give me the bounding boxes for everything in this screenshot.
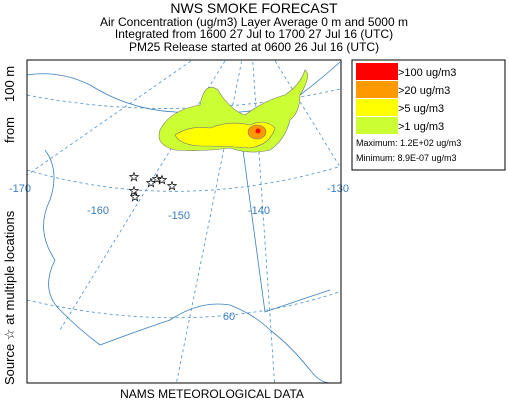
legend-label: >100 ug/m3 xyxy=(398,67,456,79)
longitude-label: -150 xyxy=(168,210,190,222)
legend-label: >20 ug/m3 xyxy=(398,85,450,97)
longitude-label: -170 xyxy=(9,183,31,195)
height-label: 100 m xyxy=(2,66,17,102)
longitude-label: -130 xyxy=(327,183,349,195)
graticule xyxy=(59,60,226,331)
subtitle: Air Concentration (ug/m3) Layer Average … xyxy=(100,15,408,29)
longitude-label: -160 xyxy=(87,205,109,217)
longitude-label: -140 xyxy=(248,205,270,217)
maximum: Maximum: 1.2E+02 ug/m3 xyxy=(356,138,461,148)
latitude-label: 60 xyxy=(223,311,235,323)
map xyxy=(27,60,341,383)
source-marker xyxy=(167,181,177,191)
legend-swatch xyxy=(356,63,398,80)
source-marker xyxy=(129,186,139,196)
title: NWS SMOKE FORECAST xyxy=(170,0,338,16)
minimum: Minimum: 8.9E-07 ug/m3 xyxy=(356,153,457,163)
smoke-area xyxy=(255,128,261,134)
source-label: Source ☆ at multiple locations xyxy=(2,210,17,385)
graticule xyxy=(27,88,341,109)
legend-swatch xyxy=(356,117,398,134)
subtitle: PM25 Release started at 0600 26 Jul 16 (… xyxy=(129,40,379,54)
graticule xyxy=(176,60,243,383)
graticule xyxy=(252,60,275,383)
legend-label: >5 ug/m3 xyxy=(398,103,444,115)
legend-label: >1 ug/m3 xyxy=(398,121,444,133)
from-label: from xyxy=(2,117,17,143)
graticule xyxy=(27,165,341,192)
subtitle: Integrated from 1600 27 Jul to 1700 27 J… xyxy=(115,27,393,41)
graticule xyxy=(27,290,341,319)
legend: Maximum: 1.2E+02 ug/m3 Minimum: 8.9E-07 … xyxy=(351,59,506,171)
source-marker xyxy=(129,172,139,182)
footer: NAMS METEOROLOGICAL DATA xyxy=(120,387,304,401)
legend-swatch xyxy=(356,81,398,98)
map-frame xyxy=(26,59,342,384)
legend-swatch xyxy=(356,99,398,116)
